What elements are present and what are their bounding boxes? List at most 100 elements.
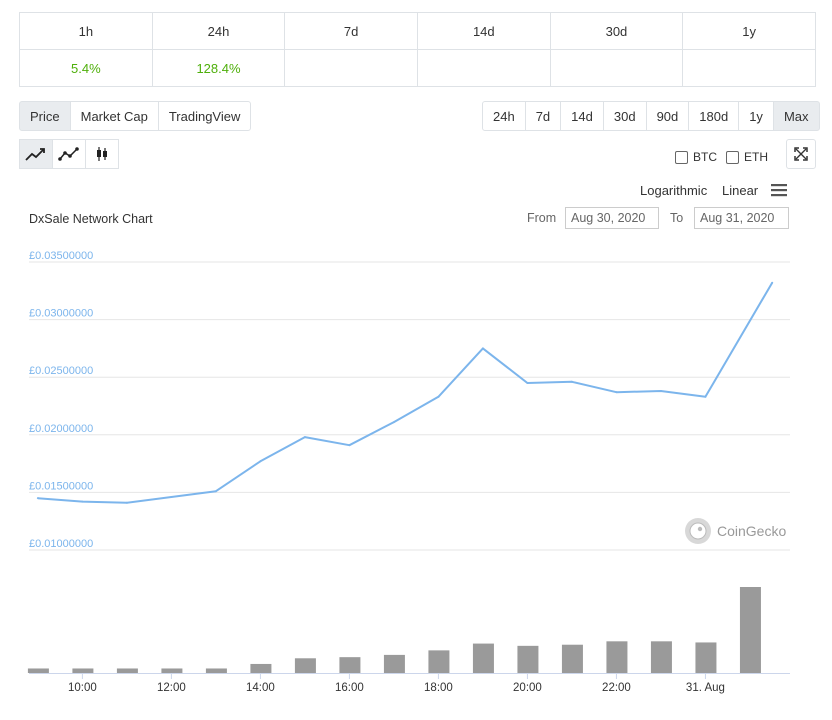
range-30d[interactable]: 30d bbox=[602, 101, 647, 131]
change-value-30d bbox=[549, 49, 684, 87]
line-markers-button[interactable] bbox=[52, 139, 86, 169]
range-90d[interactable]: 90d bbox=[645, 101, 690, 131]
volume-bar bbox=[428, 650, 450, 673]
range-14d[interactable]: 14d bbox=[560, 101, 604, 131]
tab-tradingview[interactable]: TradingView bbox=[157, 101, 252, 131]
volume-bar bbox=[517, 645, 539, 673]
range-1y[interactable]: 1y bbox=[738, 101, 774, 131]
price-point bbox=[437, 395, 440, 398]
volume-bar bbox=[695, 642, 717, 673]
volume-bar bbox=[650, 641, 672, 673]
y-tick-label: £0.03000000 bbox=[29, 308, 93, 320]
price-point bbox=[704, 395, 707, 398]
from-label: From bbox=[527, 211, 557, 225]
volume-bar bbox=[161, 668, 183, 673]
compare-eth-label: ETH bbox=[744, 150, 768, 164]
coingecko-logo-icon bbox=[685, 518, 711, 544]
scale-logarithmic-button[interactable]: Logarithmic bbox=[640, 183, 708, 198]
volume-bar bbox=[383, 654, 405, 673]
compare-btc-checkbox[interactable]: BTC bbox=[675, 150, 717, 164]
chart-type-tabs: Price Market Cap TradingView bbox=[19, 101, 252, 131]
change-value-24h: 128.4% bbox=[151, 49, 286, 87]
time-range-tabs: 24h 7d 14d 30d 90d 180d 1y Max bbox=[482, 101, 820, 131]
change-header-row: 1h 24h 7d 14d 30d 1y bbox=[19, 12, 816, 50]
checkbox-icon[interactable] bbox=[675, 150, 688, 164]
x-tick-label: 16:00 bbox=[335, 682, 364, 694]
price-point bbox=[170, 496, 173, 499]
volume-bar bbox=[561, 644, 583, 673]
price-point bbox=[526, 381, 529, 384]
price-line bbox=[37, 282, 774, 504]
volume-bar bbox=[339, 657, 361, 673]
price-point bbox=[659, 390, 662, 393]
fullscreen-button[interactable] bbox=[786, 139, 816, 169]
hamburger-icon bbox=[771, 184, 787, 197]
range-7d[interactable]: 7d bbox=[524, 101, 562, 131]
volume-bar bbox=[606, 641, 628, 673]
change-value-14d bbox=[416, 49, 551, 87]
change-header-7d: 7d bbox=[284, 12, 418, 50]
price-point bbox=[771, 281, 774, 284]
price-point bbox=[259, 460, 262, 463]
checkbox-icon[interactable] bbox=[726, 150, 739, 164]
to-date-input[interactable]: Aug 31, 2020 bbox=[694, 207, 789, 229]
tab-price[interactable]: Price bbox=[19, 101, 71, 131]
coingecko-credit[interactable]: CoinGecko bbox=[685, 518, 786, 544]
line-chart-button[interactable] bbox=[19, 139, 53, 169]
volume-bar bbox=[205, 668, 227, 673]
price-point bbox=[615, 391, 618, 394]
price-point bbox=[348, 444, 351, 447]
x-tick-label: 31. Aug bbox=[686, 682, 725, 694]
chart-style-tools bbox=[19, 139, 119, 169]
change-value-1y bbox=[682, 49, 816, 87]
line-markers-icon bbox=[58, 147, 79, 161]
from-date-input[interactable]: Aug 30, 2020 bbox=[565, 207, 659, 229]
x-tick-label: 12:00 bbox=[157, 682, 186, 694]
price-point bbox=[392, 421, 395, 424]
y-tick-label: £0.01000000 bbox=[29, 538, 93, 550]
price-point bbox=[81, 500, 84, 503]
credit-label: CoinGecko bbox=[717, 523, 787, 539]
range-max[interactable]: Max bbox=[772, 101, 820, 131]
price-chart: £0.01000000 £0.01500000 £0.02000000 £0.0250… bbox=[27, 250, 790, 694]
change-header-14d: 14d bbox=[416, 12, 551, 50]
y-tick-label: £0.02000000 bbox=[29, 423, 93, 435]
compare-eth-checkbox[interactable]: ETH bbox=[726, 150, 768, 164]
x-tick-label: 10:00 bbox=[68, 682, 97, 694]
chart-title: DxSale Network Chart bbox=[29, 212, 153, 226]
range-24h[interactable]: 24h bbox=[482, 101, 526, 131]
volume-bar bbox=[739, 587, 761, 673]
volume-bar bbox=[72, 668, 94, 673]
volume-bar bbox=[250, 663, 272, 673]
price-change-table: 1h 24h 7d 14d 30d 1y 5.4% 128.4% bbox=[19, 12, 816, 87]
x-tick-label: 20:00 bbox=[513, 682, 542, 694]
price-point bbox=[481, 347, 484, 350]
x-tick-label: 14:00 bbox=[246, 682, 275, 694]
price-point bbox=[36, 497, 39, 500]
candlestick-button[interactable] bbox=[85, 139, 119, 169]
to-label: To bbox=[670, 211, 684, 225]
expand-icon bbox=[794, 147, 808, 161]
price-point bbox=[303, 436, 306, 439]
price-point bbox=[214, 490, 217, 493]
tab-market-cap[interactable]: Market Cap bbox=[69, 101, 159, 131]
volume-bar bbox=[472, 643, 494, 673]
line-chart-icon bbox=[25, 148, 45, 161]
change-header-24h: 24h bbox=[151, 12, 286, 50]
chart-menu-button[interactable] bbox=[771, 183, 787, 200]
change-header-1y: 1y bbox=[682, 12, 816, 50]
compare-btc-label: BTC bbox=[693, 150, 717, 164]
price-point bbox=[125, 501, 128, 504]
y-tick-label: £0.02500000 bbox=[29, 365, 93, 377]
x-tick-label: 22:00 bbox=[602, 682, 631, 694]
scale-linear-button[interactable]: Linear bbox=[722, 183, 759, 198]
price-point bbox=[570, 380, 573, 383]
change-value-row: 5.4% 128.4% bbox=[19, 49, 816, 87]
range-180d[interactable]: 180d bbox=[688, 101, 740, 131]
volume-bar bbox=[294, 658, 316, 673]
x-tick-label: 18:00 bbox=[424, 682, 453, 694]
volume-bar bbox=[116, 668, 138, 673]
change-value-1h: 5.4% bbox=[19, 49, 153, 87]
y-tick-label: £0.01500000 bbox=[29, 480, 93, 492]
y-tick-label: £0.03500000 bbox=[29, 250, 93, 262]
